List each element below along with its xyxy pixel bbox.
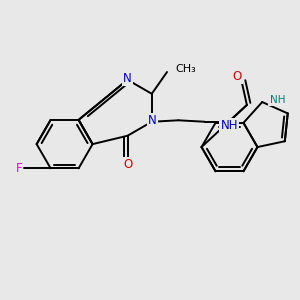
- Text: N: N: [148, 114, 157, 127]
- Text: O: O: [124, 158, 133, 171]
- Text: O: O: [232, 70, 242, 83]
- Text: CH₃: CH₃: [176, 64, 196, 74]
- Text: NH: NH: [270, 95, 285, 105]
- Text: N: N: [123, 72, 132, 85]
- Text: F: F: [15, 162, 22, 175]
- Text: NH: NH: [220, 119, 238, 132]
